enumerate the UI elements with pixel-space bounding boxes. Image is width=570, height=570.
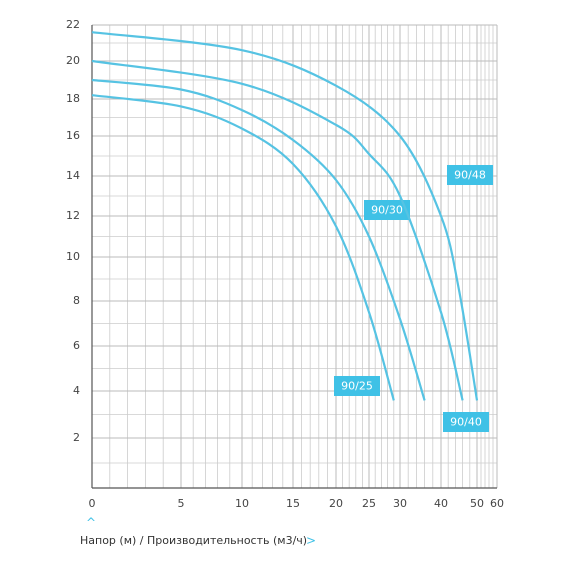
y-tick-label: 12 — [66, 209, 80, 222]
x-tick-label: 40 — [434, 497, 448, 510]
x-tick-label: 50 — [470, 497, 484, 510]
series-label: 90/40 — [450, 416, 482, 429]
curve — [91, 94, 395, 401]
y-tick-label: 18 — [66, 92, 80, 105]
x-tick-label: 15 — [286, 497, 300, 510]
x-tick-label: 60 — [490, 497, 504, 510]
series-label-box — [364, 200, 410, 220]
y-tick-label: 8 — [73, 294, 80, 307]
x-tick-label: 5 — [178, 497, 185, 510]
curve — [91, 59, 464, 401]
x-axis-label: Напор (м) / Производительность (м3/ч) — [80, 534, 307, 547]
series-label-box — [334, 376, 380, 396]
x-tick-label: 30 — [393, 497, 407, 510]
series-label-box — [443, 412, 489, 432]
series-label: 90/25 — [341, 380, 373, 393]
y-tick-label: 14 — [66, 169, 80, 182]
x-tick-label: 0 — [89, 497, 96, 510]
y-tick-label: 2 — [73, 431, 80, 444]
y-tick-label: 4 — [73, 384, 80, 397]
curve — [91, 78, 426, 401]
y-tick-label: 22 — [66, 18, 80, 31]
y-tick-label: 20 — [66, 54, 80, 67]
series-label-box — [447, 165, 493, 185]
y-tick-label: 16 — [66, 129, 80, 142]
y-tick-label: 6 — [73, 339, 80, 352]
curve — [91, 31, 479, 401]
up-icon: ^ — [86, 516, 96, 530]
next-icon[interactable]: > — [306, 534, 316, 548]
series-label: 90/48 — [454, 169, 486, 182]
x-tick-label: 25 — [362, 497, 376, 510]
series-label: 90/30 — [371, 204, 403, 217]
x-tick-label: 10 — [235, 497, 249, 510]
x-tick-label: 20 — [329, 497, 343, 510]
y-tick-label: 10 — [66, 250, 80, 263]
